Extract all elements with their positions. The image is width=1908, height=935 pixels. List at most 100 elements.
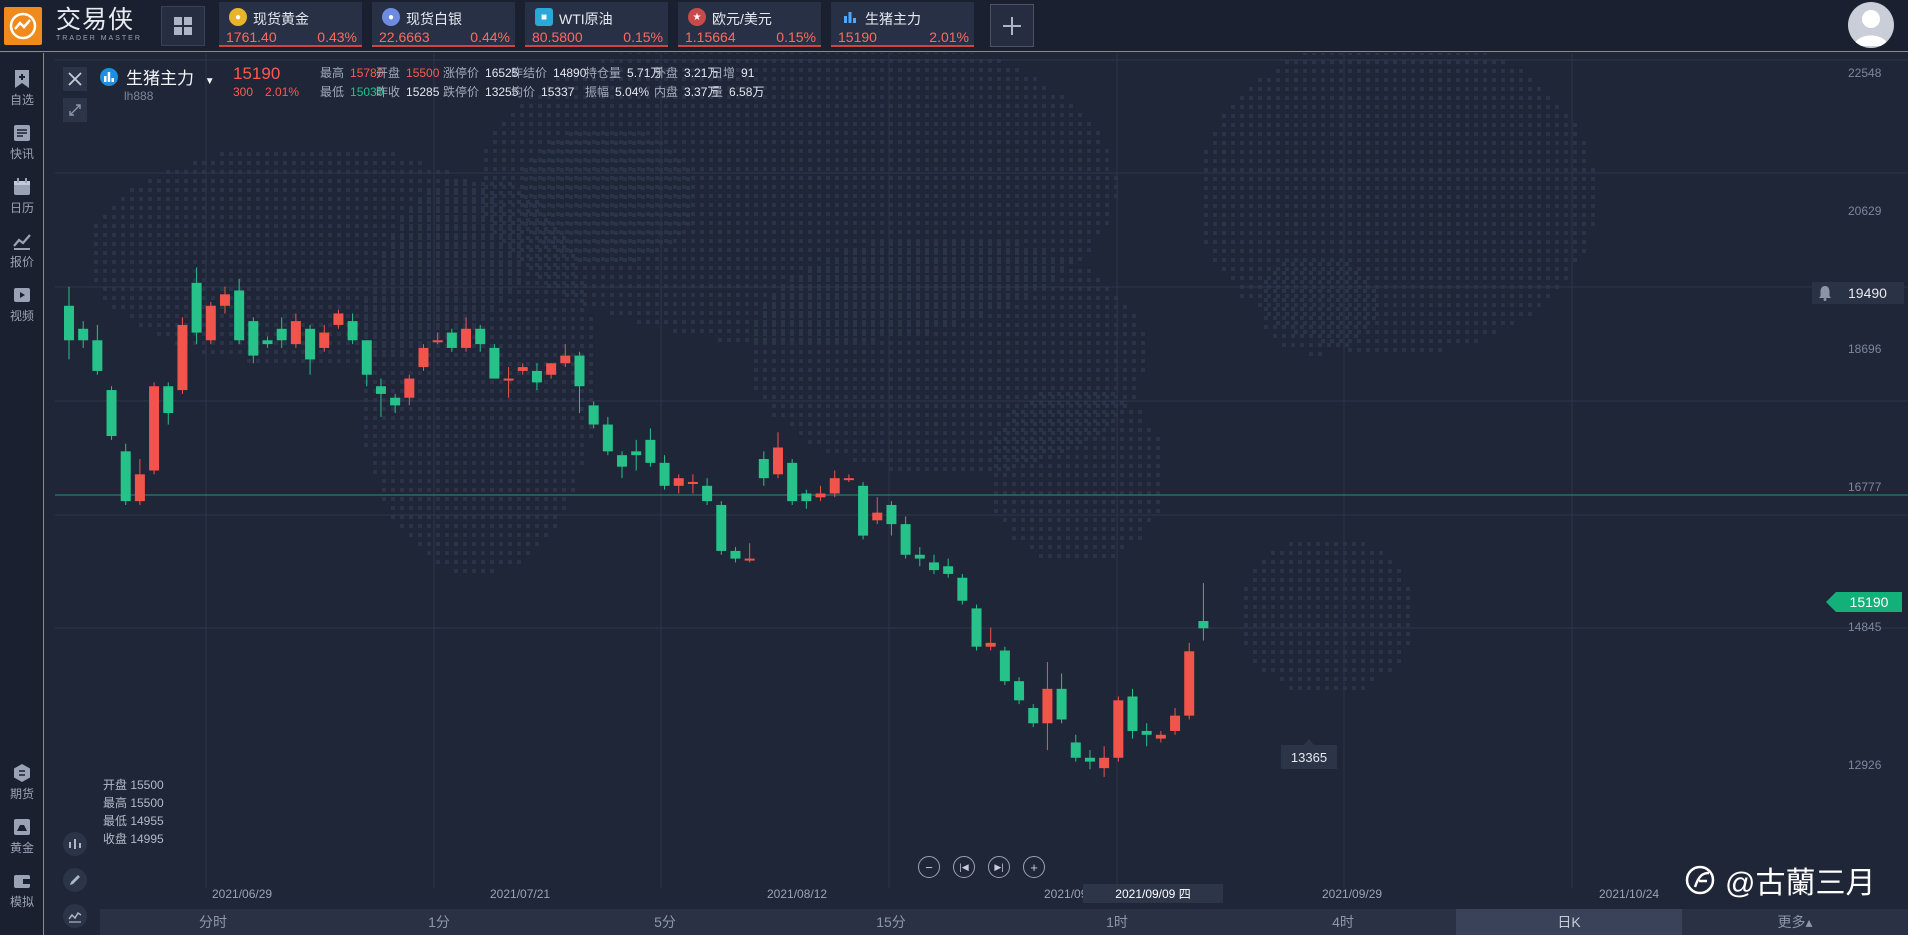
map-dot [508,290,512,294]
ticker-silver[interactable]: ● 现货白银 22.6663 0.44% [372,2,515,47]
map-dot [1015,395,1019,399]
sidebar-item-video[interactable]: 视频 [0,279,44,333]
map-dot [157,332,161,336]
map-dot [979,185,983,189]
map-dot [898,221,902,225]
map-dot [844,149,848,153]
map-dot [587,186,591,190]
map-dot [605,240,609,244]
map-dot [988,239,992,243]
map-dot [1060,104,1064,108]
map-dot [283,359,287,363]
map-dot [1024,266,1028,270]
map-dot [808,368,812,372]
map-dot [709,248,713,252]
map-dot [454,524,458,528]
map-dot [632,213,636,217]
map-dot [1015,95,1019,99]
sidebar-item-calendar[interactable]: 日历 [0,171,44,225]
map-dot [880,314,884,318]
map-dot [418,452,422,456]
map-dot [571,434,575,438]
user-avatar[interactable] [1848,2,1894,48]
map-dot [808,212,812,216]
ticker-wti[interactable]: ■ WTI原油 80.5800 0.15% [525,2,668,47]
map-dot [988,68,992,72]
map-dot [583,257,587,261]
map-dot [880,266,884,270]
map-dot [565,248,569,252]
map-dot [799,338,803,342]
map-dot [826,305,830,309]
map-dot [997,242,1001,246]
map-dot [1033,158,1037,162]
map-dot [835,449,839,453]
map-dot [727,122,731,126]
map-dot [943,386,947,390]
sidebar-item-quotes[interactable]: 报价 [0,225,44,279]
map-dot [853,95,857,99]
map-dot [418,434,422,438]
map-dot [409,533,413,537]
sidebar-item-news[interactable]: 快讯 [0,117,44,171]
map-dot [1006,269,1010,273]
map-dot [562,506,566,510]
map-dot [808,203,812,207]
chart-area[interactable] [45,53,1908,900]
ticker-gold[interactable]: ● 现货黄金 1761.40 0.43% [219,2,362,47]
map-dot [409,218,413,222]
map-dot [574,230,578,234]
map-dot [508,488,512,492]
map-dot [1087,203,1091,207]
map-dot [1033,113,1037,117]
layout-grid-button[interactable] [161,6,205,46]
add-ticker-button[interactable] [990,4,1034,47]
map-dot [988,275,992,279]
map-dot [1051,422,1055,426]
map-dot [709,221,713,225]
map-dot [400,332,404,336]
ticker-hog[interactable]: 生猪主力 15190 2.01% [831,2,974,47]
kline-chart[interactable] [45,53,1908,900]
sidebar-item-label: 期货 [9,787,34,801]
map-dot [1060,221,1064,225]
map-dot [871,296,875,300]
map-dot [808,323,812,327]
map-dot [238,215,242,219]
map-dot [610,248,614,252]
map-dot [526,371,530,375]
map-dot [400,362,404,366]
ticker-eurusd[interactable]: ★ 欧元/美元 1.15664 0.15% [678,2,821,47]
map-dot [517,254,521,258]
sidebar-item-futures[interactable]: 期货 [0,757,44,811]
map-dot [1051,185,1055,189]
sidebar-item-simulate[interactable]: 模拟 [0,865,44,919]
map-dot [763,140,767,144]
map-dot [472,245,476,249]
map-dot [970,260,974,264]
map-dot [853,203,857,207]
map-dot [445,398,449,402]
app-logo-icon[interactable] [4,7,42,45]
map-dot [578,231,582,235]
sidebar-item-gold[interactable]: 黄金 [0,811,44,865]
sidebar-item-watchlist[interactable]: 自选 [0,63,44,117]
map-dot [682,113,686,117]
world-map-background [94,53,1595,690]
map-dot [889,431,893,435]
map-dot [556,113,560,117]
map-dot [556,230,560,234]
map-dot [535,425,539,429]
map-dot [826,53,830,54]
map-dot [526,533,530,537]
map-dot [700,239,704,243]
map-dot [790,359,794,363]
map-dot [481,416,485,420]
map-dot [979,167,983,171]
map-dot [526,497,530,501]
map-dot [862,440,866,444]
map-dot [175,188,179,192]
map-dot [754,293,758,297]
map-dot [562,371,566,375]
map-dot [436,362,440,366]
